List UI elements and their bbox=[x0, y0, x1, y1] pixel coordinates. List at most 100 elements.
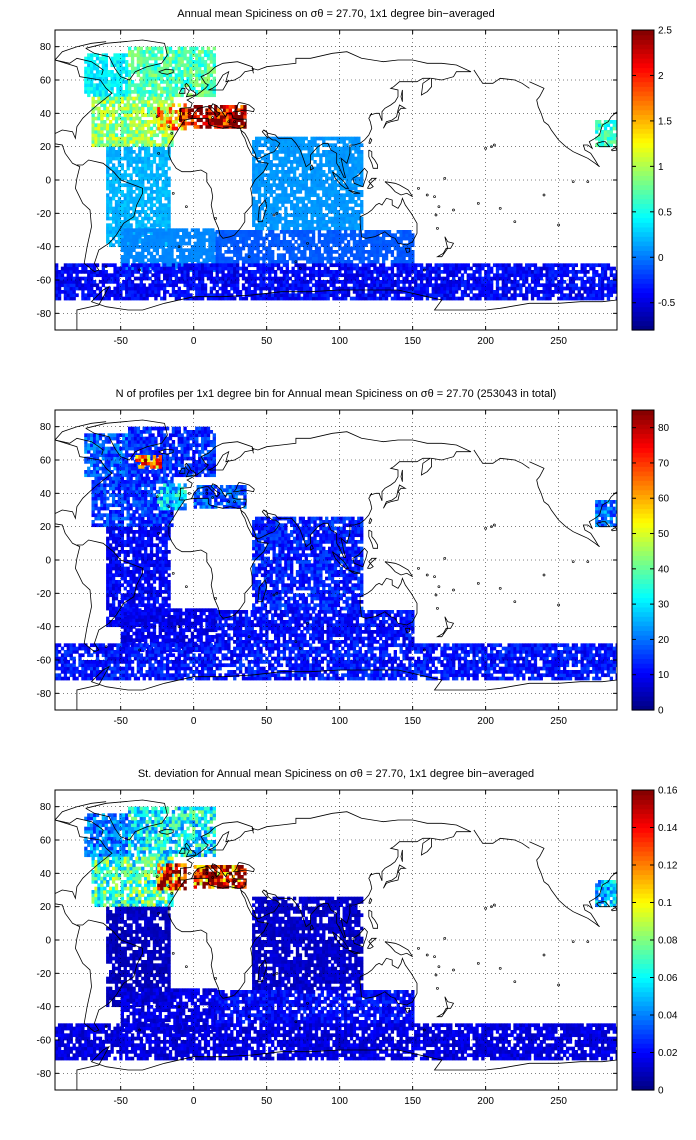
field-region-10 bbox=[215, 610, 415, 644]
grid bbox=[55, 790, 617, 1090]
field-region-2 bbox=[127, 426, 216, 478]
y-tick-label: 40 bbox=[40, 489, 52, 500]
y-tick-label: -40 bbox=[37, 622, 52, 633]
field-region-2 bbox=[127, 806, 216, 858]
y-tick-label: 40 bbox=[40, 109, 52, 120]
chart-panel-2: N of profiles per 1x1 degree bin for Ann… bbox=[37, 388, 670, 727]
field-region-4 bbox=[157, 863, 187, 891]
colorbar-tick-label: 0.12 bbox=[658, 861, 678, 872]
x-tick-label: 0 bbox=[191, 336, 197, 347]
colorbar-tick-label: 1 bbox=[658, 162, 664, 173]
colorbar-tick-label: 0 bbox=[658, 706, 664, 717]
field-region-2 bbox=[127, 46, 216, 98]
colorbar: 0 10 20 30 40 50 60 70 80 bbox=[631, 409, 670, 717]
y-tick-label: 20 bbox=[40, 142, 52, 153]
colorbar-tick-label: 0.02 bbox=[658, 1048, 678, 1059]
y-tick-label: -60 bbox=[37, 276, 52, 287]
y-tick-label: 20 bbox=[40, 902, 52, 913]
y-tick-label: 20 bbox=[40, 522, 52, 533]
y-tick-label: -20 bbox=[37, 969, 52, 980]
y-tick-label: 0 bbox=[45, 936, 51, 947]
y-tick-label: 80 bbox=[40, 422, 52, 433]
coastlines bbox=[55, 39, 617, 330]
colorbar: 0 0.02 0.04 0.06 0.08 0.1 0.12 0.14 0.16 bbox=[631, 786, 678, 1097]
colorbar-tick-label: 2.5 bbox=[658, 26, 672, 37]
colorbar-tick-label: 0.08 bbox=[658, 936, 678, 947]
colorbar-tick-label: 80 bbox=[658, 423, 670, 434]
coastlines bbox=[55, 419, 617, 710]
x-tick-label: 0 bbox=[191, 716, 197, 727]
field-region-9 bbox=[252, 516, 364, 611]
chart-panel-3: St. deviation for Annual mean Spiciness … bbox=[37, 768, 678, 1107]
field-region-1 bbox=[84, 433, 129, 478]
x-tick-label: 50 bbox=[261, 1096, 273, 1107]
y-tick-label: -40 bbox=[37, 1002, 52, 1013]
y-tick-label: -80 bbox=[37, 689, 52, 700]
colorbar-tick-label: 1.5 bbox=[658, 116, 672, 127]
x-tick-label: 250 bbox=[550, 716, 567, 727]
x-tick-label: 50 bbox=[261, 716, 273, 727]
x-tick-label: 50 bbox=[261, 336, 273, 347]
colorbar-tick-label: 0.5 bbox=[658, 207, 672, 218]
y-tick-label: 60 bbox=[40, 836, 52, 847]
chart-title: Annual mean Spiciness on σθ = 27.70, 1x1… bbox=[177, 8, 494, 20]
y-tick-label: -20 bbox=[37, 209, 52, 220]
field-region-1 bbox=[84, 53, 129, 98]
colorbar-tick-label: 0 bbox=[658, 1086, 664, 1097]
chart-title: St. deviation for Annual mean Spiciness … bbox=[138, 768, 534, 780]
grid bbox=[55, 410, 617, 710]
chart-title: N of profiles per 1x1 degree bin for Ann… bbox=[116, 388, 557, 400]
x-tick-label: 200 bbox=[477, 336, 494, 347]
colorbar-tick-label: -0.5 bbox=[658, 298, 676, 309]
colorbar-tick-label: 50 bbox=[658, 529, 670, 540]
x-tick-label: 150 bbox=[404, 716, 421, 727]
colorbar: -0.5 0 0.5 1 1.5 2 2.5 bbox=[631, 26, 676, 331]
y-tick-label: -40 bbox=[37, 242, 52, 253]
x-tick-label: 100 bbox=[331, 336, 348, 347]
x-tick-label: 250 bbox=[550, 1096, 567, 1107]
x-tick-label: -50 bbox=[113, 1096, 128, 1107]
y-tick-label: 60 bbox=[40, 76, 52, 87]
chart-panel-1: Annual mean Spiciness on σθ = 27.70, 1x1… bbox=[37, 8, 676, 347]
y-tick-label: 0 bbox=[45, 176, 51, 187]
x-tick-label: 0 bbox=[191, 1096, 197, 1107]
y-tick-label: 80 bbox=[40, 42, 52, 53]
x-tick-label: 150 bbox=[404, 336, 421, 347]
x-tick-label: 100 bbox=[331, 716, 348, 727]
x-tick-label: -50 bbox=[113, 336, 128, 347]
colorbar-tick-label: 30 bbox=[658, 600, 670, 611]
y-tick-label: 0 bbox=[45, 556, 51, 567]
field-region-12 bbox=[595, 120, 617, 148]
colorbar-tick-label: 40 bbox=[658, 564, 670, 575]
field-region-1 bbox=[84, 813, 129, 858]
colorbar-tick-label: 0.16 bbox=[658, 786, 678, 797]
x-tick-label: 100 bbox=[331, 1096, 348, 1107]
field-region-3 bbox=[135, 455, 162, 469]
coastlines bbox=[55, 799, 617, 1090]
colorbar-tick-label: 20 bbox=[658, 635, 670, 646]
y-tick-label: 60 bbox=[40, 456, 52, 467]
x-tick-label: 200 bbox=[477, 716, 494, 727]
colorbar-tick-label: 2 bbox=[658, 71, 664, 82]
x-tick-label: 150 bbox=[404, 1096, 421, 1107]
colorbar-tick-label: 0.1 bbox=[658, 898, 672, 909]
x-tick-label: 250 bbox=[550, 336, 567, 347]
colorbar-tick-label: 0.06 bbox=[658, 973, 678, 984]
y-tick-label: 80 bbox=[40, 802, 52, 813]
grid bbox=[55, 30, 617, 330]
field-region-10 bbox=[55, 1023, 617, 1061]
colorbar-tick-label: 10 bbox=[658, 670, 670, 681]
colorbar-tick-label: 0.04 bbox=[658, 1011, 678, 1022]
x-tick-label: 200 bbox=[477, 1096, 494, 1107]
colorbar-tick-label: 70 bbox=[658, 458, 670, 469]
colorbar-tick-label: 0 bbox=[658, 253, 664, 264]
y-tick-label: -80 bbox=[37, 309, 52, 320]
colorbar-tick-label: 60 bbox=[658, 494, 670, 505]
y-tick-label: -80 bbox=[37, 1069, 52, 1080]
y-tick-label: -20 bbox=[37, 589, 52, 600]
field-region-11 bbox=[55, 263, 617, 301]
y-tick-label: 40 bbox=[40, 869, 52, 880]
x-tick-label: -50 bbox=[113, 716, 128, 727]
y-tick-label: -60 bbox=[37, 656, 52, 667]
